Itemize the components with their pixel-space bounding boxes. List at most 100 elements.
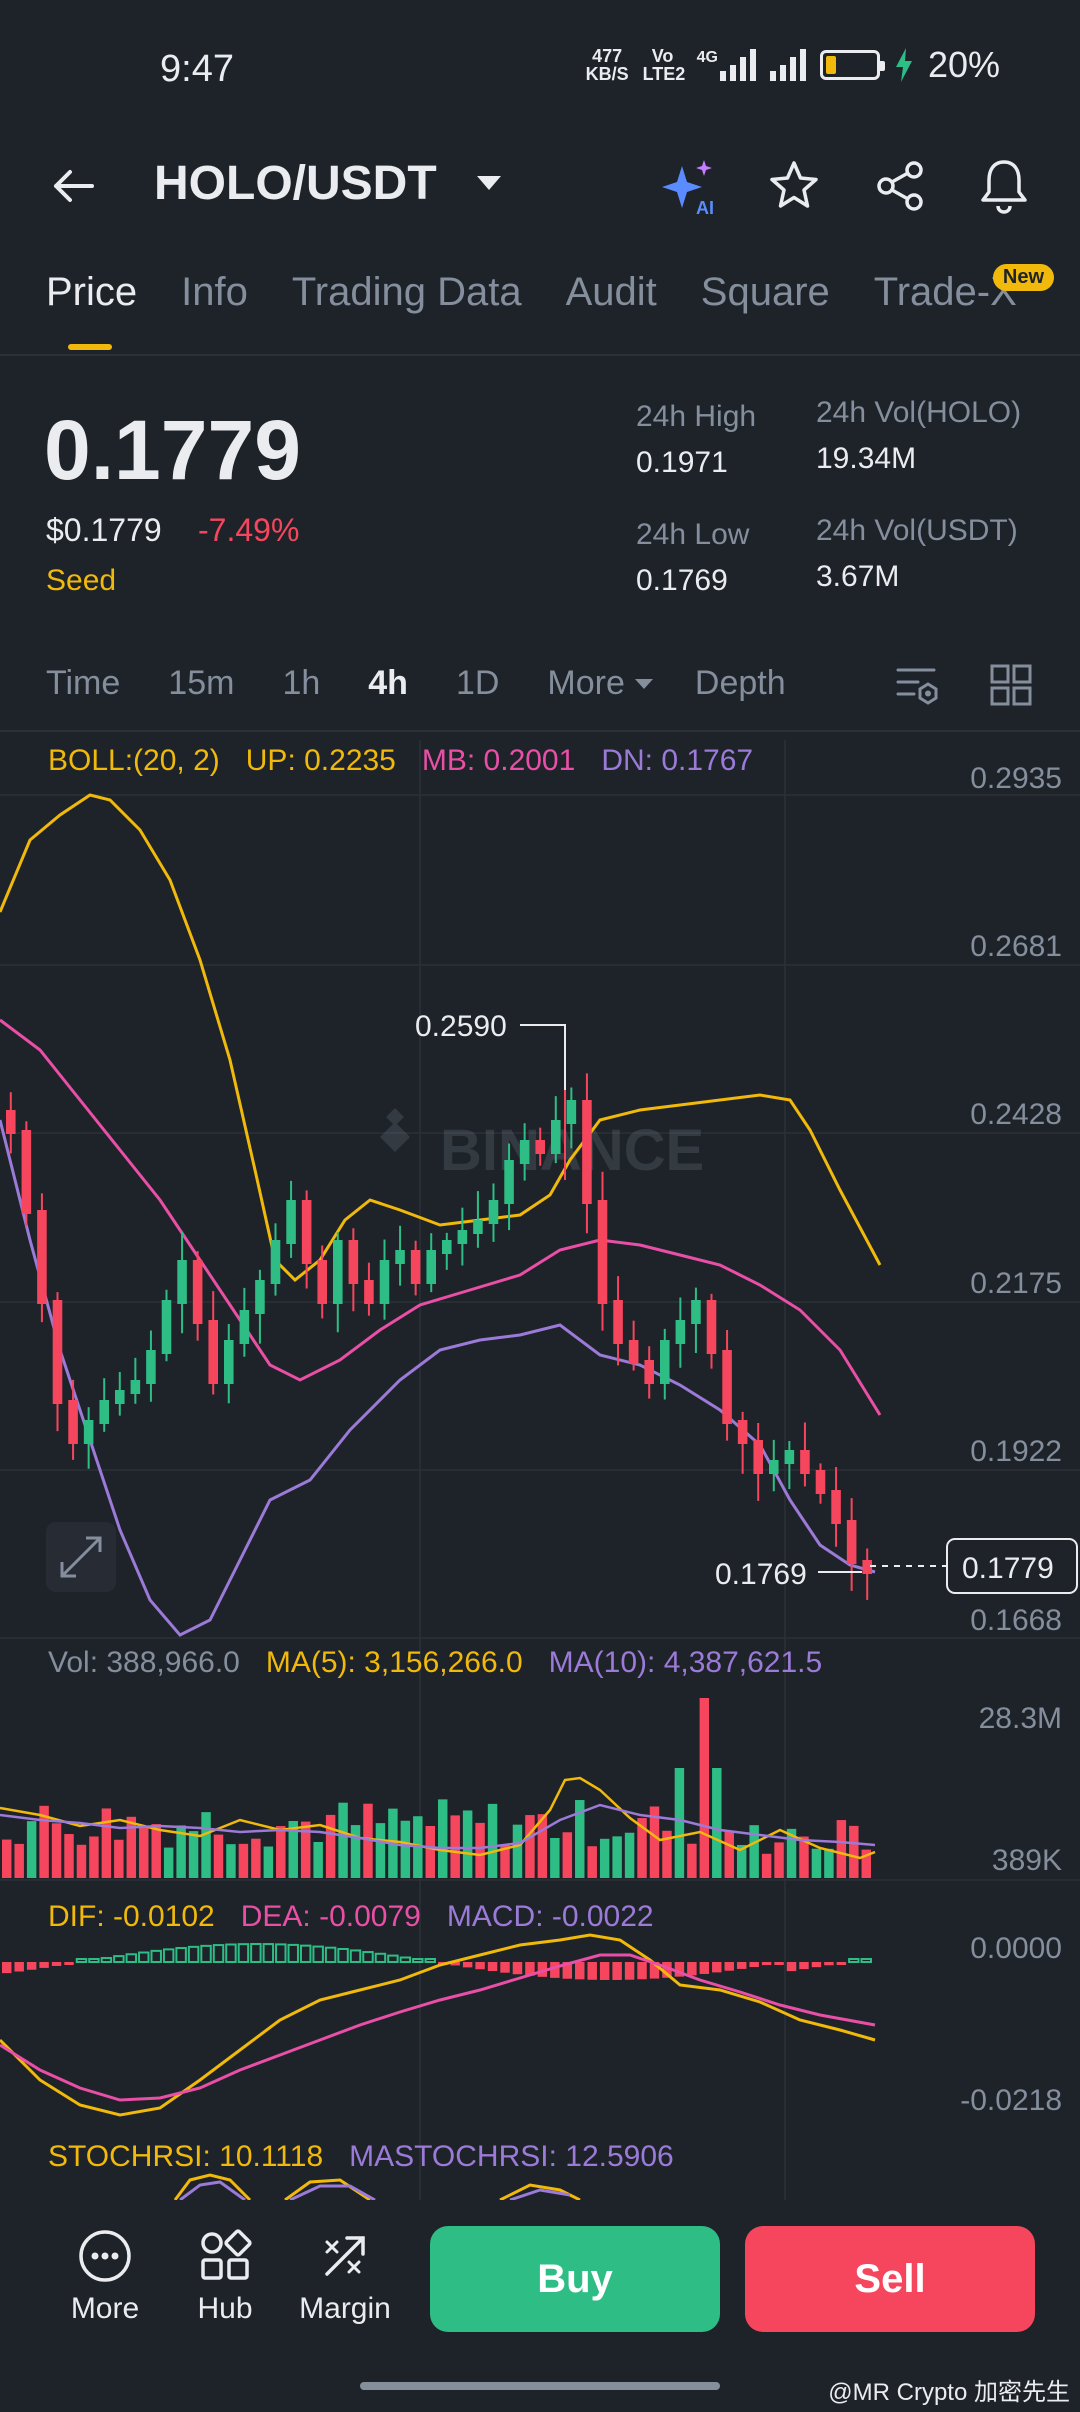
margin-button[interactable]: Margin: [290, 2228, 400, 2326]
volume-bar: [475, 1822, 485, 1878]
seed-tag[interactable]: Seed: [46, 564, 117, 597]
macd-bar: [399, 1956, 412, 1964]
volume-bar: [350, 1825, 361, 1878]
tab-info[interactable]: Info: [181, 270, 248, 314]
ai-sparkle-icon[interactable]: AI: [660, 156, 722, 218]
candle-body: [442, 1240, 452, 1254]
volume-bar: [276, 1826, 286, 1878]
home-indicator[interactable]: [360, 2382, 720, 2390]
volume-bar: [76, 1844, 87, 1878]
volume-bar: [712, 1768, 722, 1878]
volume-bar: [114, 1839, 124, 1878]
volume-bar: [550, 1837, 560, 1878]
price-candles: [6, 1025, 872, 1600]
boll-legend[interactable]: BOLL:(20, 2) UP: 0.2235 MB: 0.2001 DN: 0…: [48, 744, 754, 777]
macd-bar: [125, 1953, 138, 1963]
pair-title[interactable]: HOLO/USDT: [154, 157, 437, 210]
candle-body: [255, 1280, 265, 1314]
interval-4h[interactable]: 4h: [368, 664, 408, 702]
macd-bar: [736, 1962, 747, 1969]
indicator-settings-icon[interactable]: [894, 662, 940, 708]
price-alert-bell-icon[interactable]: [976, 156, 1032, 216]
price-axis-label: 0.2681: [970, 930, 1062, 963]
stochrsi-line: [173, 2173, 252, 2200]
candle-body: [706, 1300, 717, 1354]
hub-button[interactable]: Hub: [170, 2228, 280, 2326]
volume-bar: [687, 1843, 697, 1878]
macd-bar: [262, 1943, 275, 1963]
interval-more[interactable]: More: [547, 664, 625, 702]
candle-body: [784, 1450, 795, 1464]
volume-bar: [824, 1848, 834, 1878]
volume-bar: [512, 1824, 523, 1878]
candle-body: [628, 1340, 639, 1364]
stochrsi-legend[interactable]: STOCHRSI: 10.1118 MASTOCHRSI: 12.5906: [48, 2140, 674, 2173]
sell-button[interactable]: Sell: [745, 2226, 1035, 2332]
macd-bar: [412, 1958, 424, 1963]
macd-bar: [237, 1943, 250, 1963]
candle-body: [99, 1400, 109, 1424]
candle-body: [597, 1200, 608, 1304]
share-icon[interactable]: [872, 158, 928, 214]
candle-body: [286, 1200, 296, 1244]
more-button[interactable]: More: [50, 2228, 160, 2326]
status-time: 9:47: [160, 48, 234, 90]
interval-1h[interactable]: 1h: [282, 664, 321, 702]
macd-bar: [187, 1945, 200, 1963]
volume-bar: [736, 1844, 747, 1878]
macd-bar: [500, 1962, 510, 1973]
volume-bar: [14, 1843, 24, 1878]
volume-bar: [537, 1814, 548, 1878]
price-axis-label: 0.2175: [970, 1267, 1062, 1300]
stat-24h-vol-quote-label: 24h Vol(USDT): [816, 514, 1018, 547]
volume-bar: [761, 1853, 772, 1878]
macd-bar: [337, 1947, 349, 1964]
volume-bar: [26, 1821, 37, 1878]
tab-square[interactable]: Square: [700, 270, 830, 314]
candlestick-chart[interactable]: BINANCE 0.2590 0.1769 0.1779: [0, 740, 1080, 2200]
favorite-star-icon[interactable]: [766, 158, 822, 214]
volume-bar: [2, 1839, 12, 1878]
interval-depth[interactable]: Depth: [694, 664, 786, 702]
macd-dif-line: [0, 1933, 876, 2117]
candle-body: [831, 1490, 841, 1524]
volume-bar: [300, 1821, 311, 1878]
candle-body: [224, 1340, 234, 1384]
macd-bar: [624, 1962, 635, 1980]
macd-bar: [575, 1962, 585, 1980]
tab-trading-data[interactable]: Trading Data: [291, 270, 522, 314]
macd-bar: [649, 1962, 660, 1979]
volume-bar: [637, 1818, 647, 1878]
macd-bar: [587, 1962, 597, 1980]
expand-chart-icon[interactable]: [46, 1522, 116, 1592]
svg-text:AI: AI: [696, 198, 714, 218]
layout-grid-icon[interactable]: [988, 662, 1034, 708]
candle-body: [800, 1450, 810, 1474]
interval-time[interactable]: Time: [46, 664, 121, 702]
macd-axis-top: 0.0000: [970, 1932, 1062, 1965]
tab-audit[interactable]: Audit: [565, 270, 657, 314]
stat-24h-vol-base-label: 24h Vol(HOLO): [816, 396, 1022, 429]
low-marker-label: 0.1769: [715, 1558, 807, 1591]
volume-bar: [786, 1828, 797, 1878]
candle-body: [551, 1120, 561, 1154]
buy-button[interactable]: Buy: [430, 2226, 720, 2332]
macd-legend[interactable]: DIF: -0.0102 DEA: -0.0079 MACD: -0.0022: [48, 1900, 654, 1933]
footer-watermark: @MR Crypto 加密先生: [828, 2379, 1070, 2406]
volume-legend[interactable]: Vol: 388,966.0 MA(5): 3,156,266.0 MA(10)…: [48, 1646, 823, 1679]
macd-bar: [749, 1962, 759, 1968]
stat-24h-low-label: 24h Low: [636, 518, 750, 551]
pair-dropdown-icon[interactable]: [474, 172, 504, 194]
volume-bar: [151, 1824, 161, 1878]
back-arrow-icon[interactable]: [48, 160, 100, 212]
candle-body: [504, 1160, 514, 1204]
tab-price[interactable]: Price: [46, 270, 137, 350]
macd-bar: [299, 1944, 312, 1964]
candle-body: [519, 1140, 530, 1164]
volume-bar: [39, 1805, 49, 1878]
current-price-box: [946, 1538, 1078, 1594]
interval-15m[interactable]: 15m: [168, 664, 235, 702]
interval-1d[interactable]: 1D: [455, 664, 500, 702]
battery-icon: [819, 50, 885, 80]
more-dropdown-icon[interactable]: [633, 676, 655, 692]
